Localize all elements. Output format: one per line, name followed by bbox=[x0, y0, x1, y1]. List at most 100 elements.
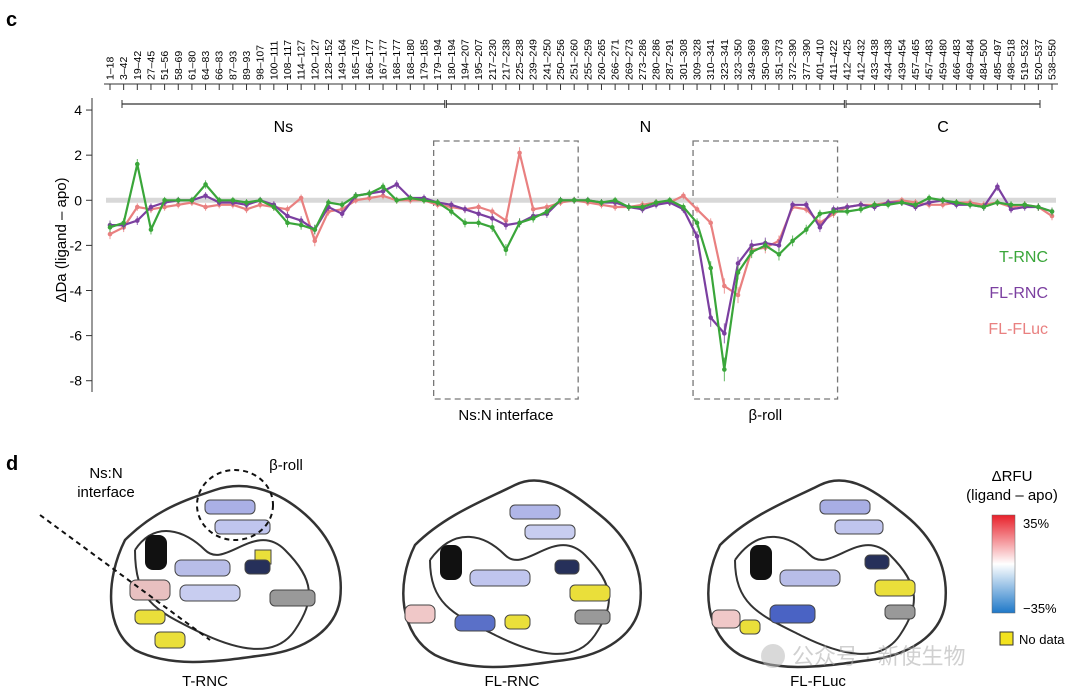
structure-t-rnc bbox=[39, 469, 343, 664]
data-point bbox=[203, 193, 208, 199]
no-data-region bbox=[504, 614, 531, 630]
x-tick-label: 120–127 bbox=[309, 39, 321, 80]
data-point bbox=[175, 202, 181, 208]
data-point bbox=[599, 200, 604, 205]
data-point bbox=[1049, 209, 1055, 214]
x-tick-label: 520–537 bbox=[1033, 39, 1045, 80]
data-point bbox=[995, 184, 1000, 190]
data-point bbox=[312, 227, 318, 232]
x-tick-label: 225–238 bbox=[514, 39, 526, 80]
x-tick-label: 195–207 bbox=[473, 39, 485, 80]
x-tick-label: 250–256 bbox=[555, 39, 567, 80]
data-point bbox=[380, 188, 386, 194]
domain-label: N bbox=[640, 119, 652, 136]
watermark-text: 公众号 · 新使生物 bbox=[792, 644, 966, 669]
x-tick-label: 3–42 bbox=[118, 56, 130, 80]
sheet-blue bbox=[174, 559, 231, 577]
backbone-outline bbox=[402, 479, 643, 669]
data-point bbox=[162, 197, 167, 203]
data-point bbox=[817, 225, 823, 230]
structure-label-t-rnc: T-RNC bbox=[182, 673, 228, 690]
no-data-label: No data bbox=[1019, 632, 1065, 647]
data-point bbox=[489, 216, 495, 221]
no-data-region-3 bbox=[154, 631, 186, 649]
data-point bbox=[544, 209, 550, 214]
sheet-mid-blue bbox=[769, 604, 816, 624]
data-point bbox=[326, 200, 331, 205]
x-tick-label: 269–273 bbox=[623, 39, 635, 80]
data-point bbox=[298, 195, 304, 201]
x-tick-label: 87–93 bbox=[227, 51, 239, 80]
data-point bbox=[353, 197, 359, 203]
data-point bbox=[926, 200, 932, 205]
data-point bbox=[216, 197, 222, 203]
x-tick-label: 180–194 bbox=[446, 39, 458, 80]
x-tick-label: 411–422 bbox=[828, 40, 840, 80]
data-point bbox=[940, 197, 946, 203]
x-tick-label: 128–152 bbox=[323, 39, 335, 80]
grey-region bbox=[269, 589, 316, 607]
data-point bbox=[885, 202, 891, 208]
data-point bbox=[380, 184, 386, 190]
data-point bbox=[367, 191, 372, 196]
legend: T-RNC FL-RNC FL-FLuc bbox=[988, 249, 1048, 338]
x-tick-label: 66–83 bbox=[214, 51, 226, 80]
data-point bbox=[339, 202, 345, 208]
beta-roll-strand bbox=[204, 499, 256, 515]
grey-region bbox=[574, 609, 611, 625]
data-point bbox=[722, 331, 727, 336]
panel-d-label: d bbox=[6, 453, 18, 475]
data-point bbox=[858, 206, 864, 212]
colorbar-title-line2: (ligand – apo) bbox=[966, 487, 1058, 504]
legend-entry: FL-RNC bbox=[989, 285, 1048, 302]
data-point bbox=[776, 243, 782, 248]
data-point bbox=[653, 200, 659, 205]
data-point bbox=[899, 200, 905, 205]
data-point bbox=[339, 206, 345, 212]
colorbar-title-line1: ΔRFU bbox=[992, 468, 1033, 485]
data-point bbox=[394, 197, 399, 203]
dark-blue-region bbox=[244, 559, 271, 575]
colorbar bbox=[991, 514, 1016, 614]
data-point bbox=[708, 315, 713, 320]
no-data-region-2 bbox=[874, 579, 916, 597]
data-point bbox=[872, 202, 877, 208]
x-tick-label: 484–500 bbox=[978, 39, 990, 80]
data-point bbox=[285, 213, 290, 219]
x-tick-label: 349–369 bbox=[746, 39, 758, 80]
data-point bbox=[244, 206, 249, 212]
data-point bbox=[626, 204, 632, 210]
data-point bbox=[790, 238, 795, 244]
x-tick-label: 89–93 bbox=[241, 51, 253, 80]
helix-pink bbox=[129, 579, 171, 601]
data-point bbox=[312, 238, 318, 244]
x-tick-label: 266–271 bbox=[610, 39, 622, 80]
sheet-blue bbox=[469, 569, 531, 587]
data-point bbox=[967, 202, 973, 208]
x-tick-label: 98–107 bbox=[255, 45, 267, 80]
data-point bbox=[449, 209, 454, 214]
data-point bbox=[517, 150, 522, 156]
data-point bbox=[353, 193, 359, 199]
data-point bbox=[1022, 202, 1027, 208]
data-point bbox=[135, 218, 140, 223]
data-point bbox=[612, 204, 618, 210]
data-point bbox=[817, 211, 823, 217]
data-point bbox=[681, 193, 686, 199]
x-tick-label: 538–550 bbox=[1047, 39, 1059, 80]
x-tick-label: 323–341 bbox=[719, 39, 731, 80]
wechat-icon bbox=[761, 644, 785, 668]
data-point bbox=[1036, 204, 1041, 210]
data-point bbox=[1008, 202, 1014, 208]
x-tick-label: 372–390 bbox=[787, 39, 799, 80]
data-point bbox=[394, 182, 399, 187]
series-line bbox=[109, 163, 1053, 371]
data-point bbox=[489, 209, 495, 214]
x-tick-label: 401–410 bbox=[814, 39, 826, 80]
legend-entry: FL-FLuc bbox=[988, 321, 1048, 338]
structure-fl-rnc bbox=[402, 479, 643, 669]
data-point bbox=[612, 197, 618, 203]
data-point bbox=[790, 202, 795, 208]
beta-roll-label: β-roll bbox=[269, 457, 303, 474]
structure-label-fl-rnc: FL-RNC bbox=[485, 673, 540, 690]
